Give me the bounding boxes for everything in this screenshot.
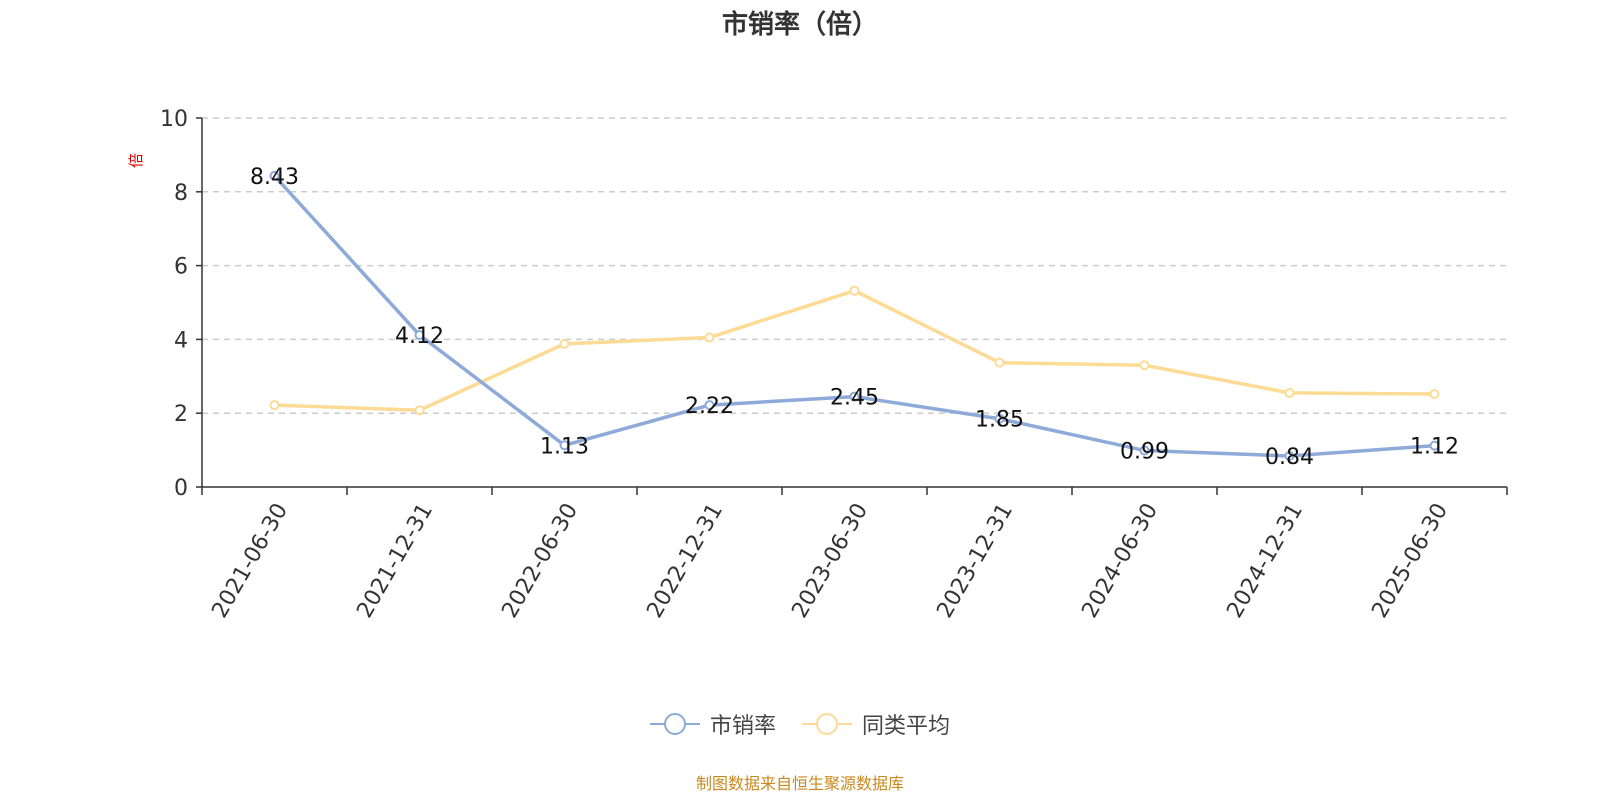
data-label: 1.85 (975, 408, 1024, 433)
x-tick-label: 2023-06-30 (787, 499, 873, 622)
line-chart: 0 2 4 6 8 10 2021-06-30 2021-12-31 2022-06-30 202… (160, 107, 1508, 622)
data-point-0 (704, 400, 715, 411)
data-point-1 (559, 338, 570, 349)
data-point-1 (1139, 360, 1150, 371)
legend-item-series-0[interactable]: 市销率 (649, 708, 776, 740)
data-label: 2.45 (830, 386, 879, 411)
data-label: 0.99 (1120, 439, 1169, 464)
grid-lines (202, 117, 1507, 414)
data-labels: 8.43 4.12 1.13 2.22 2.45 1.85 0.99 0.84 1.12 (250, 165, 1459, 470)
data-point-0 (1284, 451, 1295, 462)
data-label: 1.12 (1410, 435, 1459, 460)
data-point-0 (849, 391, 860, 402)
y-tick-label: 6 (174, 255, 188, 280)
data-label: 0.84 (1265, 445, 1314, 470)
data-point-0 (414, 329, 425, 340)
data-point-1 (269, 400, 280, 411)
legend-label: 市销率 (709, 714, 776, 739)
data-point-1 (1284, 387, 1295, 398)
data-point-0 (1139, 445, 1150, 456)
data-label: 2.22 (685, 394, 734, 419)
data-label: 4.12 (395, 324, 444, 349)
legend-circle-icon (802, 713, 852, 735)
data-point-1 (1429, 389, 1440, 400)
data-point-1 (849, 285, 860, 296)
data-point-1 (994, 357, 1005, 368)
data-point-0 (269, 170, 280, 181)
data-point-0 (994, 413, 1005, 424)
x-tick-label: 2024-06-30 (1077, 499, 1163, 622)
data-label: 8.43 (250, 165, 299, 190)
data-point-1 (704, 332, 715, 343)
y-tick-label: 0 (174, 476, 188, 501)
chart-title: 市销率（倍） (721, 10, 878, 40)
x-tick-label: 2021-06-30 (207, 499, 293, 622)
y-tick-label: 10 (160, 107, 188, 132)
series-line-0 (273, 174, 1435, 458)
x-tick-label: 2025-06-30 (1367, 499, 1453, 622)
axes: 0 2 4 6 8 10 2021-06-30 2021-12-31 2022-06-30 202… (160, 107, 1508, 622)
source-note: 制图数据来自恒生聚源数据库 (695, 774, 904, 793)
series-lines (269, 170, 1440, 462)
legend: 市销率 同类平均 (0, 708, 1600, 740)
y-tick-label: 8 (174, 181, 188, 206)
y-tick-label: 4 (174, 328, 188, 353)
y-tick-label: 2 (174, 402, 188, 427)
x-tick-label: 2022-12-31 (642, 499, 728, 622)
x-tick-label: 2023-12-31 (932, 499, 1018, 622)
data-label: 1.13 (540, 434, 589, 459)
x-tick-label: 2022-06-30 (497, 499, 583, 622)
legend-label: 同类平均 (862, 714, 951, 739)
legend-circle-icon (649, 713, 700, 735)
x-tick-label: 2024-12-31 (1222, 499, 1308, 622)
x-tick-label: 2021-12-31 (352, 499, 438, 622)
data-point-1 (414, 405, 425, 416)
data-point-0 (559, 440, 570, 451)
data-point-0 (1429, 440, 1440, 451)
legend-item-series-1[interactable]: 同类平均 (802, 708, 950, 740)
